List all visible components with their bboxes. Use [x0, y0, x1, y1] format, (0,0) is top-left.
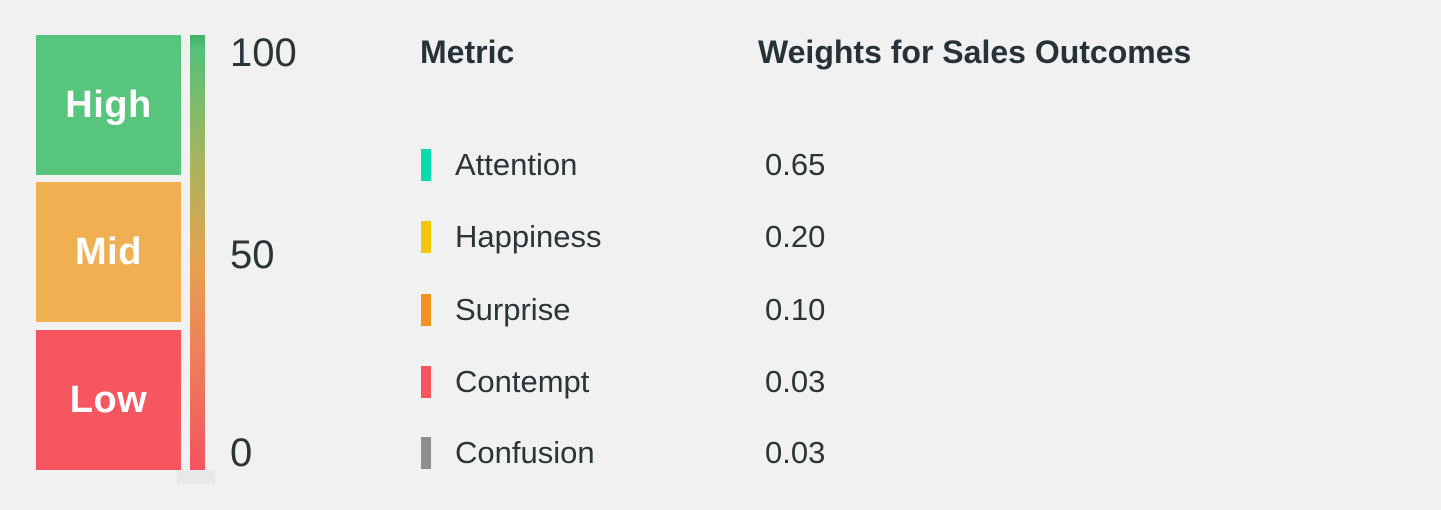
- metric-label: Contempt: [455, 364, 590, 399]
- column-header-weights: Weights for Sales Outcomes: [758, 34, 1192, 70]
- metric-color-marker: [421, 294, 431, 326]
- column-header-metric: Metric: [420, 34, 515, 70]
- metric-weight-value: 0.20: [765, 219, 826, 254]
- metric-weight-value: 0.03: [765, 364, 826, 399]
- gauge-tick-50: 50: [230, 233, 275, 277]
- table-row: Attention 0.65: [421, 143, 1321, 187]
- gauge-pedestal: [177, 470, 215, 484]
- table-row: Surprise 0.10: [421, 288, 1321, 332]
- metric-weight-value: 0.03: [765, 435, 826, 470]
- metric-color-marker: [421, 366, 431, 398]
- level-box-high: High: [36, 35, 181, 175]
- metric-label: Surprise: [455, 292, 571, 327]
- metric-label: Attention: [455, 147, 578, 182]
- table-row: Confusion 0.03: [421, 431, 1321, 475]
- metric-color-marker: [421, 149, 431, 181]
- level-label-low: Low: [69, 378, 148, 421]
- level-box-mid: Mid: [36, 182, 181, 322]
- metric-color-marker: [421, 437, 431, 469]
- metric-color-marker: [421, 221, 431, 253]
- metric-label: Confusion: [455, 435, 595, 470]
- gauge-gradient-bar: [190, 35, 205, 470]
- level-label-mid: Mid: [75, 230, 142, 273]
- gauge-tick-0: 0: [230, 431, 253, 475]
- gauge-tick-100: 100: [230, 31, 297, 75]
- metric-label: Happiness: [455, 219, 602, 254]
- level-box-low: Low: [36, 330, 181, 470]
- table-row: Contempt 0.03: [421, 360, 1321, 404]
- table-row: Happiness 0.20: [421, 215, 1321, 259]
- metric-weight-value: 0.10: [765, 292, 826, 327]
- metric-weight-value: 0.65: [765, 147, 826, 182]
- level-label-high: High: [65, 83, 152, 126]
